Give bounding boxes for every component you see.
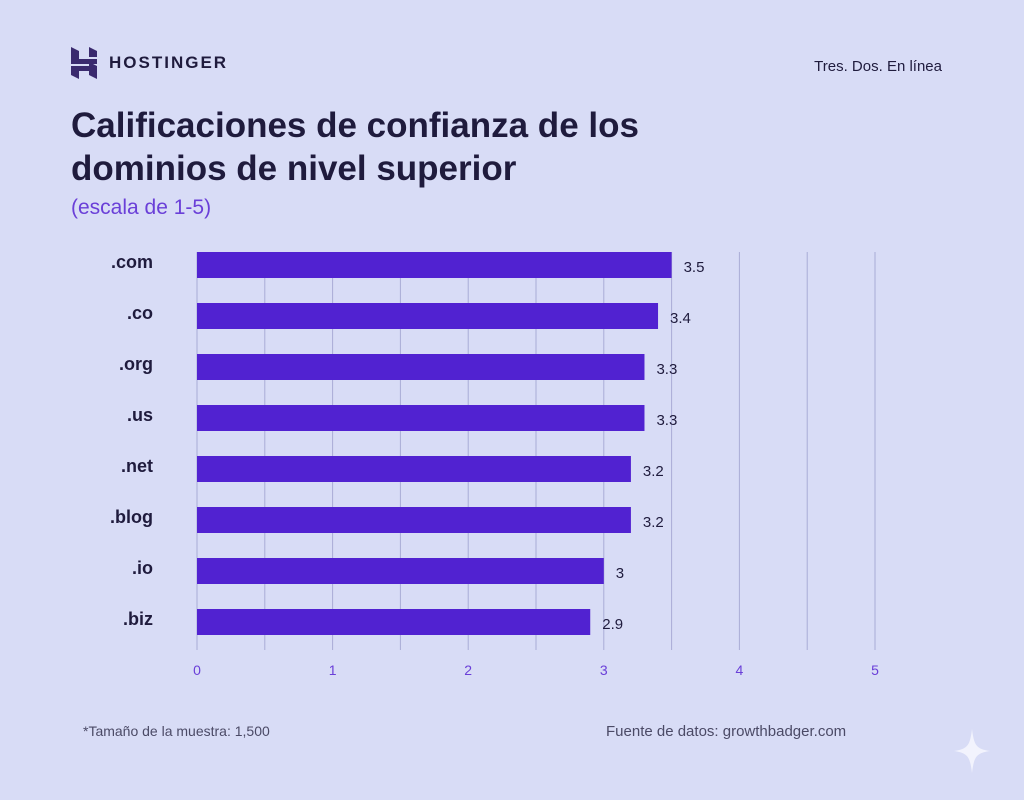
data-label: 2.9 xyxy=(602,616,623,633)
data-label: 3.2 xyxy=(643,463,664,480)
data-source: Fuente de datos: growthbadger.com xyxy=(606,723,847,740)
hostinger-logo-icon xyxy=(71,47,97,79)
bar-com xyxy=(197,252,672,278)
bar-org xyxy=(197,354,645,380)
category-label: .com xyxy=(111,252,153,272)
x-tick-label: 4 xyxy=(736,662,744,678)
category-label: .us xyxy=(127,405,153,425)
x-tick-label: 5 xyxy=(871,662,879,678)
category-label: .co xyxy=(127,303,153,323)
data-label: 3.2 xyxy=(643,514,664,531)
tagline: Tres. Dos. En línea xyxy=(814,58,942,75)
x-tick-label: 2 xyxy=(464,662,472,678)
hostinger-logo: HOSTINGER xyxy=(71,47,228,79)
sample-size-footnote: *Tamaño de la muestra: 1,500 xyxy=(83,723,270,739)
x-tick-label: 1 xyxy=(329,662,337,678)
category-label: .io xyxy=(132,558,153,578)
data-label: 3 xyxy=(616,565,624,582)
bar-biz xyxy=(197,609,591,635)
bar-co xyxy=(197,303,659,329)
x-tick-label: 0 xyxy=(193,662,201,678)
bar-us xyxy=(197,405,645,431)
category-label: .net xyxy=(121,456,153,476)
category-label: .blog xyxy=(110,507,153,527)
chart-title: Calificaciones de confianza de los domin… xyxy=(71,106,639,188)
data-label: 3.3 xyxy=(656,412,677,429)
bar-blog xyxy=(197,507,631,533)
chart-subtitle: (escala de 1-5) xyxy=(71,196,212,219)
bar-io xyxy=(197,558,604,584)
bar-net xyxy=(197,456,631,482)
category-label: .org xyxy=(119,354,153,374)
data-label: 3.3 xyxy=(656,361,677,378)
x-tick-label: 3 xyxy=(600,662,608,678)
data-label: 3.4 xyxy=(670,310,691,327)
data-label: 3.5 xyxy=(684,259,705,276)
category-label: .biz xyxy=(123,609,153,629)
brand-name: HOSTINGER xyxy=(109,53,229,72)
sparkle-icon xyxy=(954,729,990,773)
